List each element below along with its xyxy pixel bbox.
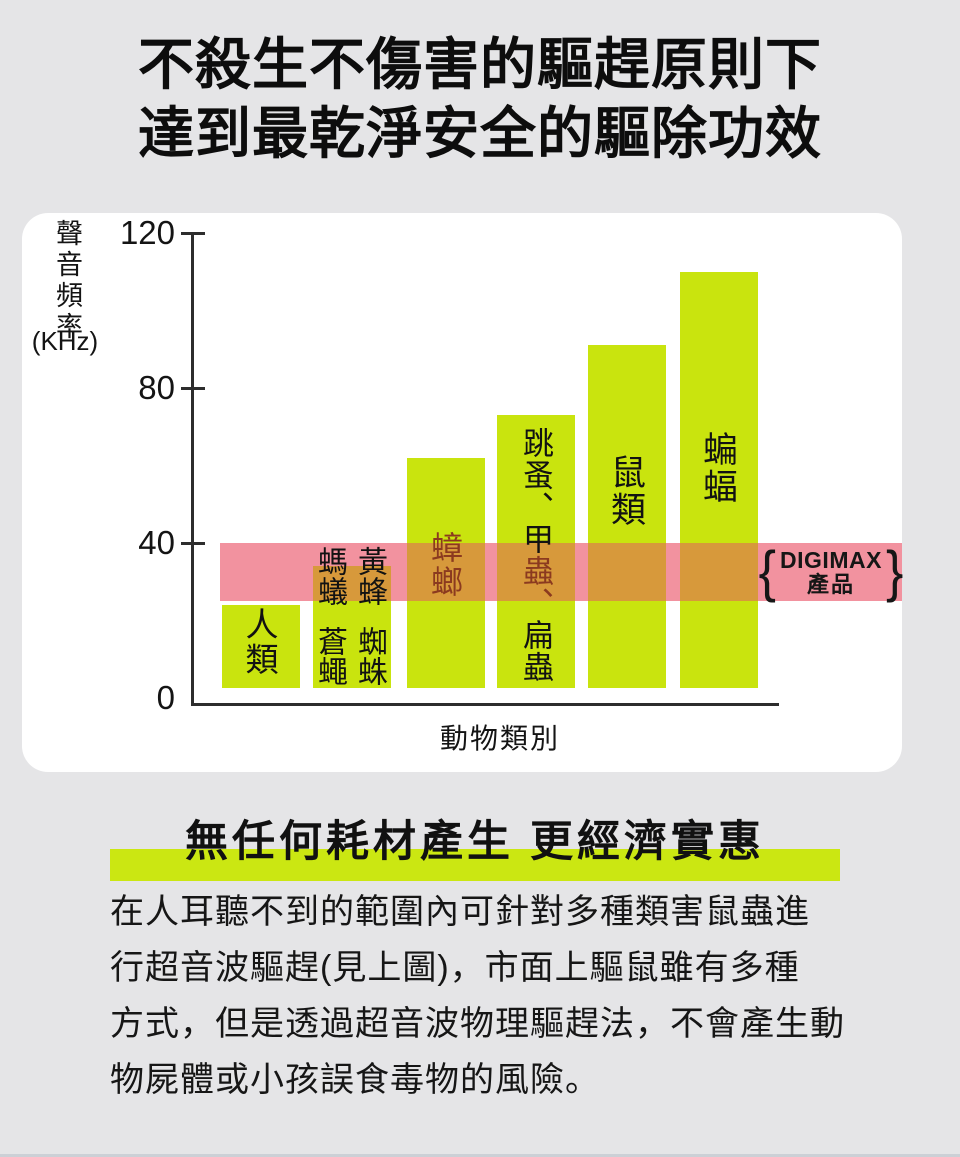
title-line-2: 達到最乾淨安全的驅除功效 <box>138 102 822 165</box>
bar-overlap-3 <box>497 543 575 601</box>
tick-mark-120 <box>181 232 205 235</box>
bar-0 <box>222 605 300 688</box>
bar-label-spiders: 蜘蛛 <box>353 626 386 686</box>
bar-overlap-4 <box>588 543 666 601</box>
bar-overlap-2 <box>407 543 485 601</box>
chart-card: 聲音頻率 (KHz) 120 80 40 0 人類 螞蟻 黃蜂 蒼蠅 蜘蛛 蟑螂… <box>22 213 903 772</box>
y-axis-line <box>191 233 194 706</box>
x-axis-line <box>191 703 779 706</box>
section-heading: 無任何耗材產生 更經濟實惠 <box>185 818 765 866</box>
flea-label-mid: 蟲、 <box>518 555 553 619</box>
paragraph-line-4: 物屍體或小孩誤食毒物的風險。 <box>110 1061 600 1099</box>
tick-label-80: 80 <box>138 369 175 406</box>
left-brace-icon: { <box>758 540 777 604</box>
bar-5 <box>680 272 758 688</box>
flea-label-top: 跳蚤、甲 <box>518 427 553 555</box>
bar-label-rodents: 鼠類 <box>606 454 645 528</box>
title-line-1: 不殺生不傷害的驅趕原則下 <box>138 33 822 96</box>
flea-label-bottom: 扁蟲 <box>518 619 553 683</box>
digimax-brand-label: DIGIMAX <box>780 547 882 573</box>
y-axis-title: 聲音頻率 <box>52 219 82 343</box>
y-axis-unit-label: (KHz) <box>31 326 99 356</box>
paragraph-line-3: 方式，但是透過超音波物理驅趕法，不會產生動 <box>110 1005 845 1043</box>
bar-label-ants: 螞蟻 <box>313 546 346 606</box>
x-axis-title: 動物類別 <box>439 723 560 754</box>
bar-4 <box>588 345 666 688</box>
digimax-annotation: { DIGIMAX 產品 } <box>756 543 906 601</box>
bottom-edge-line <box>0 1154 960 1157</box>
bar-overlap-5 <box>680 543 758 601</box>
paragraph-line-2: 行超音波驅趕(見上圖)，市面上驅鼠雖有多種 <box>110 949 800 987</box>
bar-label-wasps: 黃蜂 <box>353 546 386 606</box>
bar-label-flea-beetle-flatworm: 跳蚤、甲蟲、扁蟲 <box>518 427 553 683</box>
tick-label-0: 0 <box>156 679 175 716</box>
bar-label-cockroach: 蟑螂 <box>427 531 463 599</box>
tick-label-40: 40 <box>138 524 175 561</box>
bar-label-bats: 蝙蝠 <box>698 431 737 505</box>
digimax-annotation-text: DIGIMAX 產品 <box>776 547 886 597</box>
tick-mark-40 <box>181 542 205 545</box>
tick-label-120: 120 <box>119 214 175 251</box>
bar-label-flies: 蒼蠅 <box>313 626 346 686</box>
bar-label-human: 人類 <box>241 607 278 677</box>
right-brace-icon: } <box>885 540 904 604</box>
bar-overlap-1 <box>313 566 391 601</box>
paragraph-line-1: 在人耳聽不到的範圍內可針對多種類害鼠蟲進 <box>110 893 810 931</box>
page-title: 不殺生不傷害的驅趕原則下 達到最乾淨安全的驅除功效 <box>0 30 960 168</box>
body-paragraph: 在人耳聽不到的範圍內可針對多種類害鼠蟲進 行超音波驅趕(見上圖)，市面上驅鼠雖有… <box>110 884 890 1108</box>
tick-mark-80 <box>181 387 205 390</box>
heading-highlight-bar <box>110 849 840 881</box>
digimax-product-label: 產品 <box>806 572 855 597</box>
